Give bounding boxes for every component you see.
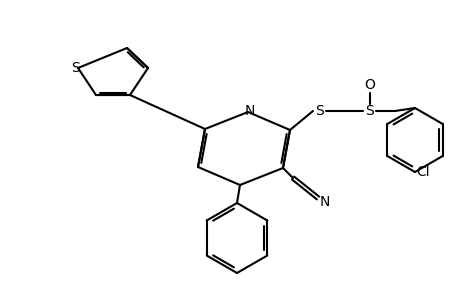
Text: N: N xyxy=(319,195,330,209)
Text: S: S xyxy=(315,104,324,118)
Text: O: O xyxy=(364,78,375,92)
Text: Cl: Cl xyxy=(415,165,429,179)
Text: S: S xyxy=(72,61,80,75)
Text: S: S xyxy=(365,104,374,118)
Text: N: N xyxy=(244,104,255,118)
